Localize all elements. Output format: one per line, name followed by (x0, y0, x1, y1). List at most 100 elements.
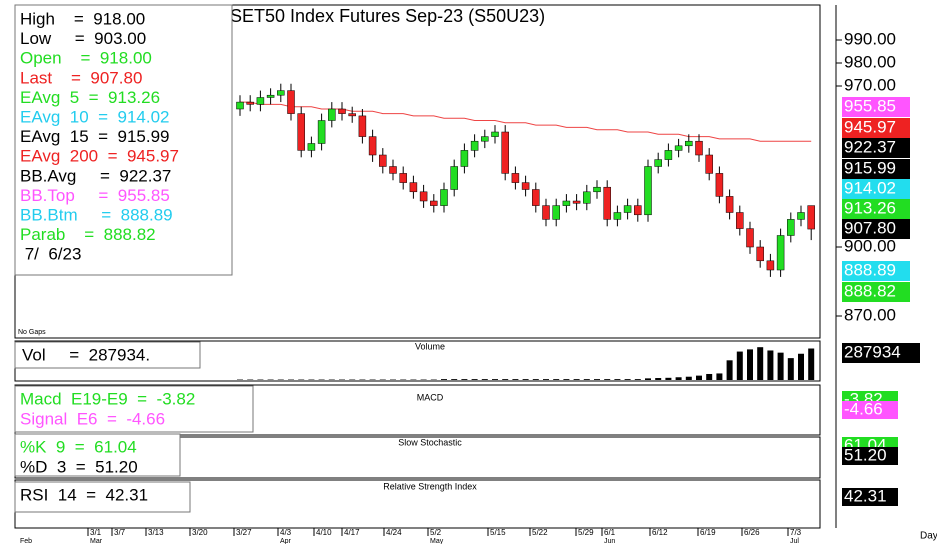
candle-body (674, 145, 683, 151)
info-line: Low = 903.00 (20, 29, 146, 48)
volume-bar (543, 379, 549, 380)
candle-body (409, 182, 418, 193)
info-line: BB.Avg = 922.37 (20, 166, 171, 185)
x-tick-label: 5/29 (578, 528, 594, 537)
volume-bar (645, 378, 651, 380)
x-tick-label: 7/3 (790, 528, 802, 537)
info-line: 7/ 6/23 (20, 245, 81, 264)
candle-body (664, 150, 673, 160)
candle-body (236, 101, 244, 110)
volume-bar (471, 379, 478, 380)
volume-bar (787, 358, 794, 380)
candle-body (317, 120, 326, 144)
value-tag-label: 51.20 (844, 445, 887, 464)
price-tag-label: 914.02 (844, 178, 896, 197)
price-tag (842, 261, 910, 281)
candle-body (440, 189, 448, 206)
x-tick-label: 4/24 (386, 528, 402, 537)
y-tick-label: 980.00 (844, 52, 896, 71)
candle-body (501, 131, 509, 174)
candle-body (328, 108, 336, 121)
volume-bar (777, 352, 784, 380)
x-tick-label: 5/15 (490, 528, 506, 537)
volume-bar (665, 377, 672, 380)
value-tag (842, 447, 898, 465)
price-tag (842, 219, 910, 239)
volume-bar (634, 379, 641, 380)
candle-body (277, 90, 285, 96)
candle-body (368, 136, 377, 156)
x-tick-label: 4/10 (316, 528, 332, 537)
x-tick-label: 5/2 (430, 528, 442, 537)
candle-body (511, 173, 520, 183)
panel-title: Relative Strength Index (383, 481, 477, 491)
candle-body (725, 196, 734, 213)
price-tag (842, 97, 910, 117)
volume-bar (441, 379, 447, 380)
x-tick-label: 3/20 (192, 528, 208, 537)
price-tag (842, 159, 910, 179)
info-line: EAvg 5 = 913.26 (20, 88, 160, 107)
volume-bar (685, 376, 692, 380)
value-tag (842, 488, 898, 506)
x-tick-label: 3/7 (114, 528, 126, 537)
volume-bar (726, 360, 733, 380)
price-tag-label: 907.80 (844, 218, 896, 237)
month-label: Mar (90, 538, 103, 544)
readout-box (14, 481, 191, 513)
month-label: Apr (280, 538, 292, 544)
price-tag-label: 888.82 (844, 281, 896, 300)
volume-bar (502, 379, 509, 380)
info-line: BB.Btm = 888.89 (20, 205, 173, 224)
value-tag (842, 401, 898, 419)
volume-bar (563, 379, 570, 380)
candle-body (256, 97, 265, 105)
y-tick-label: 870.00 (844, 305, 896, 324)
volume-bar (451, 379, 458, 380)
candle-body (246, 101, 254, 105)
volume-bar (481, 379, 488, 380)
candle-body (389, 166, 397, 174)
y-tick-label: 900.00 (844, 236, 896, 255)
volume-bar (492, 379, 498, 380)
candle-body (430, 200, 438, 206)
y-tick-label: 970.00 (844, 75, 896, 94)
candle-body (746, 228, 754, 248)
info-frame (14, 4, 233, 276)
info-line: BB.Top = 955.85 (20, 186, 170, 205)
candle-body (603, 186, 611, 220)
candle-body (338, 108, 346, 114)
note: No Gaps (18, 329, 46, 336)
candle-body (623, 205, 632, 213)
candle-body (460, 150, 469, 167)
readout: RSI 14 = 42.31 (20, 485, 148, 504)
x-tick-label: 3/27 (236, 528, 252, 537)
price-tag (842, 179, 910, 199)
candle-body (695, 140, 703, 156)
price-tag (842, 282, 910, 302)
volume-bar (532, 379, 539, 380)
candle-body (542, 205, 550, 220)
volume-bar (583, 379, 590, 380)
candle-body (705, 154, 713, 174)
candle-body (450, 166, 458, 190)
volume-bar (522, 379, 529, 380)
panel-title: MACD (417, 392, 444, 402)
info-line: Parab = 888.82 (20, 225, 156, 244)
candle-body (552, 205, 560, 220)
candle-body (644, 166, 652, 216)
candle-body (634, 205, 642, 216)
x-tick-label: 6/19 (700, 528, 716, 537)
x-tick-label: 4/3 (280, 528, 292, 537)
volume-bar (757, 347, 764, 380)
readout-box (14, 341, 201, 369)
candle-body (348, 113, 356, 117)
candle-body (562, 200, 571, 206)
volume-bar (675, 377, 682, 380)
x-tick-label: 6/12 (652, 528, 668, 537)
x-tick-label: 3/1 (90, 528, 102, 537)
candle-body (266, 94, 275, 98)
readout: Vol = 287934. (22, 345, 150, 364)
price-tag-label: 922.37 (844, 137, 896, 156)
